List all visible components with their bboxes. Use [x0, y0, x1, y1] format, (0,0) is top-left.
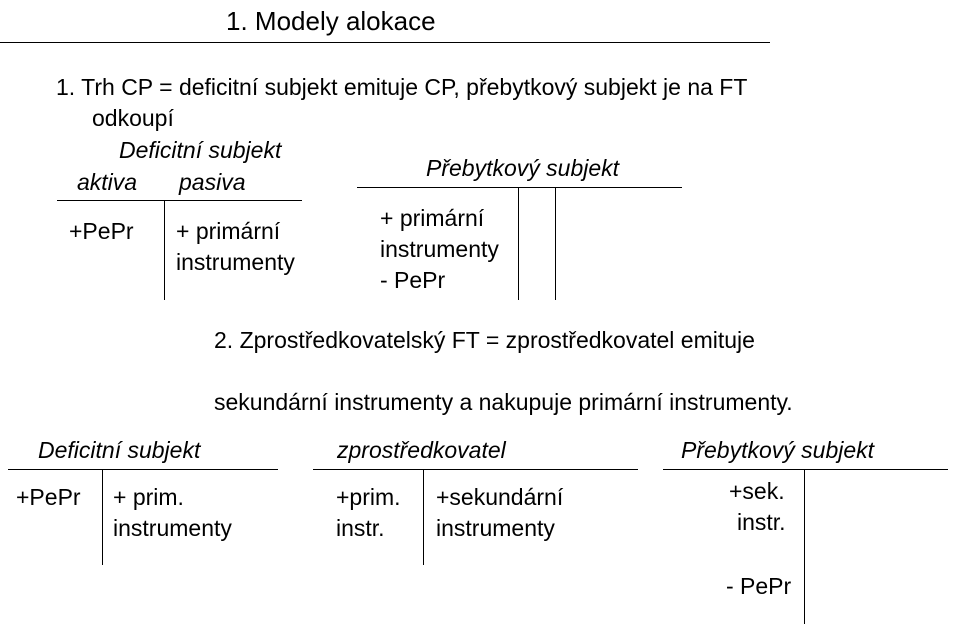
- sec1-deficit-vline: [164, 200, 165, 300]
- sec2-zpro-vline: [423, 469, 424, 565]
- sec2-zpro-hline: [313, 469, 638, 470]
- sec1-instr2: instrumenty: [380, 236, 499, 264]
- sec1-prebytkovy: Přebytkový subjekt: [426, 155, 619, 183]
- page: 1. Modely alokace 1. Trh CP = deficitní …: [0, 0, 960, 631]
- sec2-sek-plus: +sekundární: [436, 484, 563, 512]
- sec2-zprostredkovatel: zprostředkovatel: [337, 437, 506, 465]
- sec1-preb-vline1: [518, 187, 519, 300]
- sec1-preb-vline2: [555, 187, 556, 300]
- sec2-heading: 2. Zprostředkovatelský FT = zprostředkov…: [214, 327, 755, 355]
- sec2-instr3: instrumenty: [436, 515, 555, 543]
- sec1-deficit-hline: [57, 200, 302, 201]
- sec1-aktiva: aktiva: [77, 169, 137, 197]
- sec1-heading: 1. Trh CP = deficitní subjekt emituje CP…: [56, 74, 747, 102]
- sec2-deficit-vline: [102, 469, 103, 565]
- sec2-pepr-plus: +PePr: [16, 484, 81, 512]
- sec1-preb-hline: [357, 187, 682, 188]
- sec1-instr: instrumenty: [176, 249, 295, 277]
- sec1-pepr-plus: +PePr: [69, 218, 134, 246]
- sec2-prim: + prim.: [113, 484, 184, 512]
- sec2-prebytkovy: Přebytkový subjekt: [681, 437, 874, 465]
- title: 1. Modely alokace: [226, 6, 436, 37]
- sec2-deficit-label: Deficitní subjekt: [38, 437, 200, 465]
- sec2-line2: sekundární instrumenty a nakupuje primár…: [214, 389, 793, 417]
- sec1-deficit-label: Deficitní subjekt: [119, 137, 281, 165]
- sec1-prim-plus: + primární: [176, 218, 280, 246]
- sec2-sek: +sek.: [729, 478, 785, 506]
- sec1-pasiva: pasiva: [179, 169, 245, 197]
- sec2-preb-vline: [804, 469, 805, 624]
- sec1-pepr-minus: - PePr: [380, 267, 445, 295]
- sec1-prim-plus2: + primární: [380, 205, 484, 233]
- sec1-odkoupi: odkoupí: [92, 105, 174, 133]
- sec2-preb-hline: [663, 469, 948, 470]
- sec2-pepr-minus: - PePr: [726, 573, 791, 601]
- title-underline: [0, 42, 770, 43]
- sec2-deficit-hline: [8, 469, 278, 470]
- sec2-prim2: +prim.: [336, 484, 401, 512]
- sec2-instr4: instr.: [737, 509, 786, 537]
- sec2-instr: instrumenty: [113, 515, 232, 543]
- sec2-instr2: instr.: [336, 515, 385, 543]
